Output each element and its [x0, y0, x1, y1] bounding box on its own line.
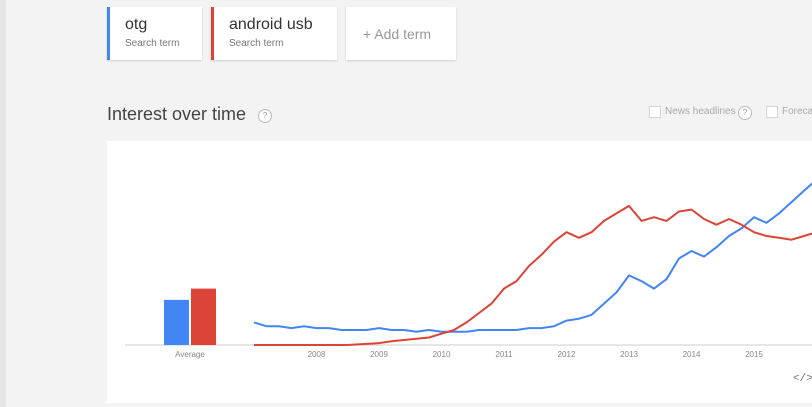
x-tick-label: 2008	[308, 350, 326, 359]
interest-over-time-chart: Average 2008 2009 2010 2011 2012 2013 2014 2015	[107, 141, 812, 403]
x-tick-label: 2010	[433, 350, 451, 359]
page-left-edge	[0, 0, 6, 407]
search-term-card-android-usb[interactable]: android usb Search term	[211, 7, 337, 60]
term-subtitle: Search term	[229, 38, 284, 49]
x-tick-label: 2014	[683, 350, 701, 359]
section-title: Interest over time	[107, 104, 247, 124]
average-bar-otg	[164, 299, 189, 345]
average-label: Average	[175, 350, 205, 359]
search-term-card-otg[interactable]: otg Search term	[107, 7, 202, 60]
add-term-button[interactable]: + Add term	[346, 7, 456, 60]
x-tick-label: 2013	[620, 350, 638, 359]
x-tick-label: 2012	[558, 350, 576, 359]
average-bar-android-usb	[191, 288, 216, 345]
help-icon[interactable]: ?	[258, 109, 272, 123]
series-line-android-usb	[254, 204, 812, 346]
forecast-checkbox[interactable]	[766, 106, 778, 118]
news-headlines-help-icon[interactable]: ?	[738, 106, 752, 120]
forecast-label[interactable]: Foreca	[782, 106, 812, 117]
add-term-label: + Add term	[363, 26, 432, 42]
news-headlines-label[interactable]: News headlines	[665, 106, 736, 117]
term-name[interactable]: android usb	[229, 16, 313, 33]
chart-canvas: Average 2008 2009 2010 2011 2012 2013 2014 2015	[125, 182, 812, 359]
news-headlines-checkbox[interactable]	[649, 106, 661, 118]
x-tick-label: 2011	[495, 350, 513, 359]
series-line-otg	[253, 182, 812, 333]
x-tick-label: 2009	[370, 350, 388, 359]
x-tick-label: 2015	[745, 350, 763, 359]
embed-code-icon[interactable]: </>	[793, 373, 812, 385]
term-subtitle: Search term	[125, 38, 180, 49]
term-name[interactable]: otg	[125, 16, 148, 33]
